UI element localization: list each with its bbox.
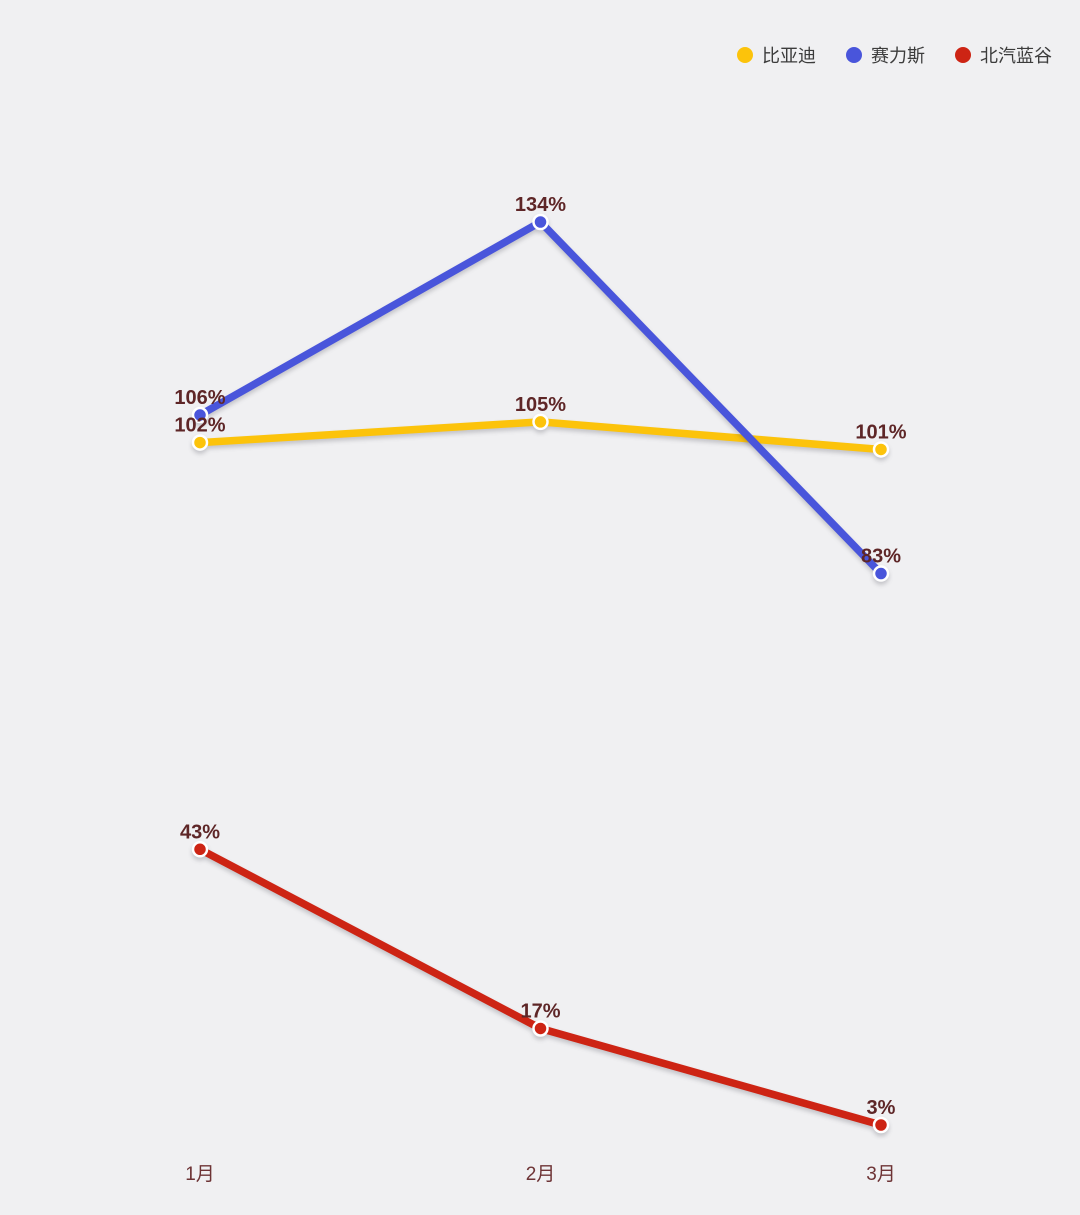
data-point[interactable]: [872, 1116, 890, 1134]
legend-dot-icon: [737, 47, 753, 63]
data-label: 83%: [861, 546, 901, 568]
data-label: 106%: [174, 387, 225, 409]
data-label: 134%: [515, 194, 566, 216]
series-line-2[interactable]: [196, 845, 885, 1129]
data-point[interactable]: [872, 441, 890, 458]
legend-label: 比亚迪: [762, 46, 816, 66]
data-point[interactable]: [532, 213, 549, 231]
data-label: 101%: [855, 421, 906, 443]
data-label: 43%: [180, 821, 220, 843]
legend-label: 赛力斯: [871, 46, 925, 66]
data-point[interactable]: [191, 406, 209, 424]
data-point[interactable]: [191, 434, 209, 451]
data-point[interactable]: [191, 841, 209, 858]
data-label: 102%: [174, 415, 225, 437]
x-axis-label-1: 2月: [526, 1164, 556, 1185]
x-axis-label-2: 3月: [866, 1164, 896, 1185]
data-label: 3%: [867, 1097, 896, 1119]
data-point[interactable]: [532, 413, 549, 431]
data-label: 105%: [515, 394, 566, 416]
legend-label: 北汽蓝谷: [980, 46, 1052, 66]
x-axis-label-0: 1月: [185, 1164, 215, 1185]
series-1: [191, 213, 890, 582]
series-0: [191, 413, 890, 458]
data-point[interactable]: [872, 565, 890, 582]
legend-item-0[interactable]: 比亚迪: [737, 42, 816, 68]
legend-dot-icon: [955, 47, 971, 63]
data-point[interactable]: [532, 1020, 549, 1037]
legend-item-2[interactable]: 北汽蓝谷: [955, 42, 1052, 68]
legend-dot-icon: [846, 47, 862, 63]
series-2: [191, 841, 890, 1134]
legend-item-1[interactable]: 赛力斯: [846, 42, 925, 68]
data-label: 17%: [520, 1000, 560, 1022]
legend: 比亚迪 赛力斯 北汽蓝谷: [737, 42, 1052, 68]
